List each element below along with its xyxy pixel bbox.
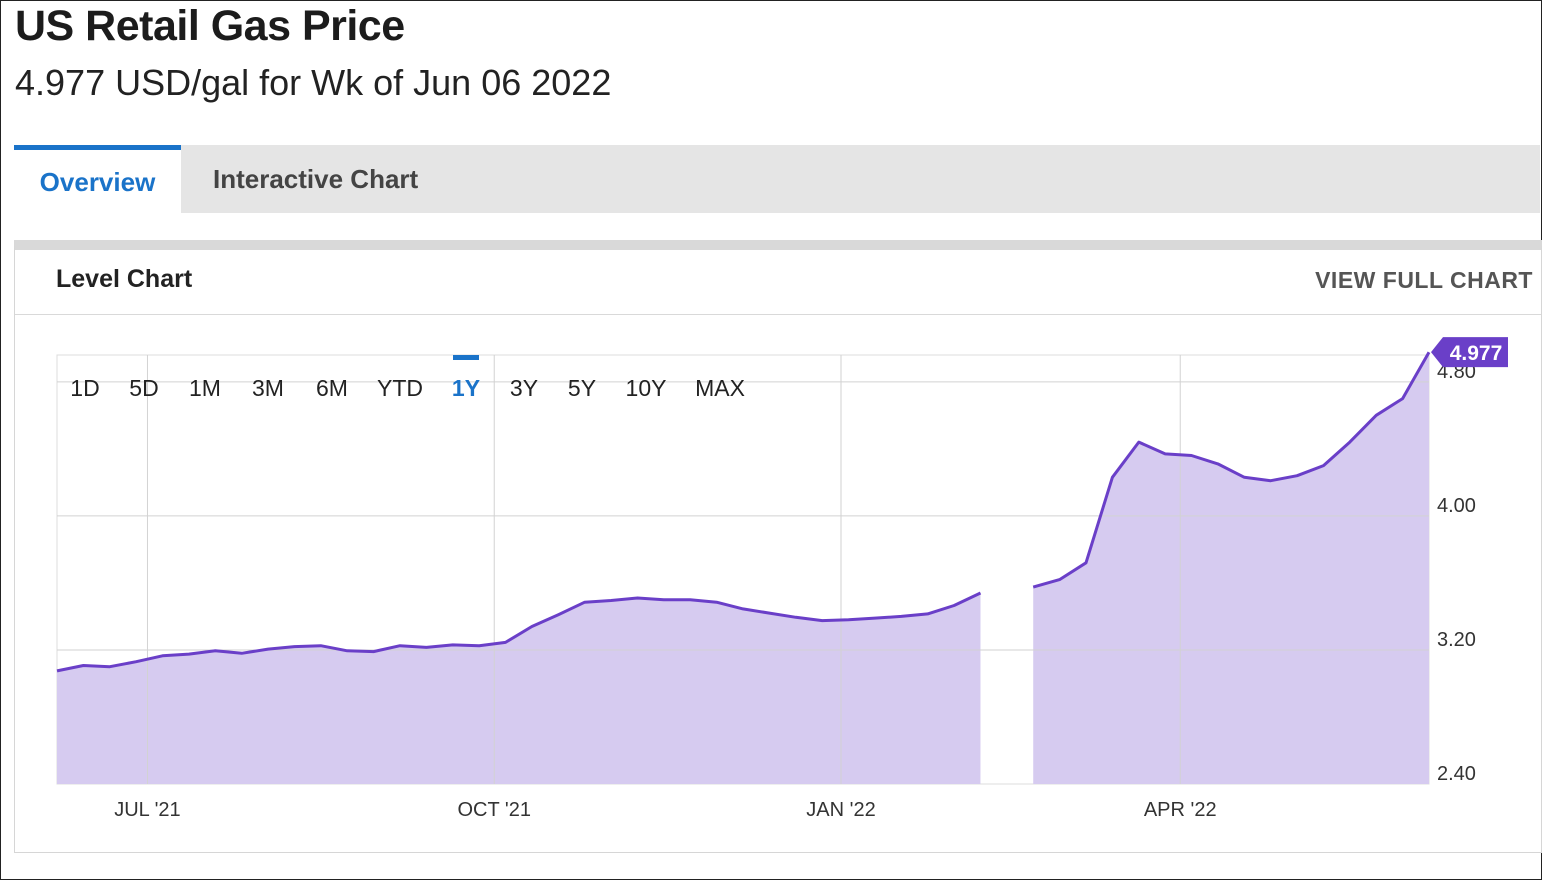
range-button-3m[interactable]: 3M — [252, 375, 284, 401]
series-line-segment-1 — [56, 591, 982, 673]
range-active-indicator — [453, 355, 479, 360]
page-subtitle: 4.977 USD/gal for Wk of Jun 06 2022 — [15, 62, 612, 103]
series-line-segment-2 — [1032, 351, 1431, 589]
range-button-1m[interactable]: 1M — [189, 375, 221, 401]
tab-overview[interactable]: Overview — [14, 145, 181, 213]
range-button-1y[interactable]: 1Y — [452, 375, 480, 401]
range-button-10y[interactable]: 10Y — [626, 375, 667, 401]
last-value-label: 4.977 — [1450, 342, 1503, 365]
x-tick-label-1: JUL '21 — [114, 799, 180, 821]
range-button-5y[interactable]: 5Y — [568, 375, 596, 401]
page-title: US Retail Gas Price — [15, 2, 405, 50]
card-title: Level Chart — [56, 265, 193, 293]
x-tick-label-3: JAN '22 — [806, 799, 875, 821]
tab-interactive-chart[interactable]: Interactive Chart — [213, 164, 419, 194]
y-tick-label-2: 3.20 — [1437, 629, 1476, 651]
series-area-segment-1 — [57, 593, 981, 784]
range-button-3y[interactable]: 3Y — [510, 375, 538, 401]
card-header: Level Chart VIEW FULL CHART — [15, 250, 1541, 315]
last-value-badge — [1431, 337, 1508, 368]
y-tick-label-1: 2.40 — [1437, 763, 1476, 785]
y-tick-label-3: 4.00 — [1437, 495, 1476, 517]
range-button-max[interactable]: MAX — [695, 375, 745, 401]
x-tick-label-2: OCT '21 — [457, 799, 530, 821]
range-button-5d[interactable]: 5D — [129, 375, 158, 401]
range-button-1d[interactable]: 1D — [70, 375, 99, 401]
view-full-chart-link[interactable]: VIEW FULL CHART — [1315, 267, 1533, 293]
x-tick-label-4: APR '22 — [1144, 799, 1217, 821]
tab-bar: Overview Interactive Chart — [14, 145, 1540, 213]
range-button-6m[interactable]: 6M — [316, 375, 348, 401]
range-button-ytd[interactable]: YTD — [377, 375, 423, 401]
